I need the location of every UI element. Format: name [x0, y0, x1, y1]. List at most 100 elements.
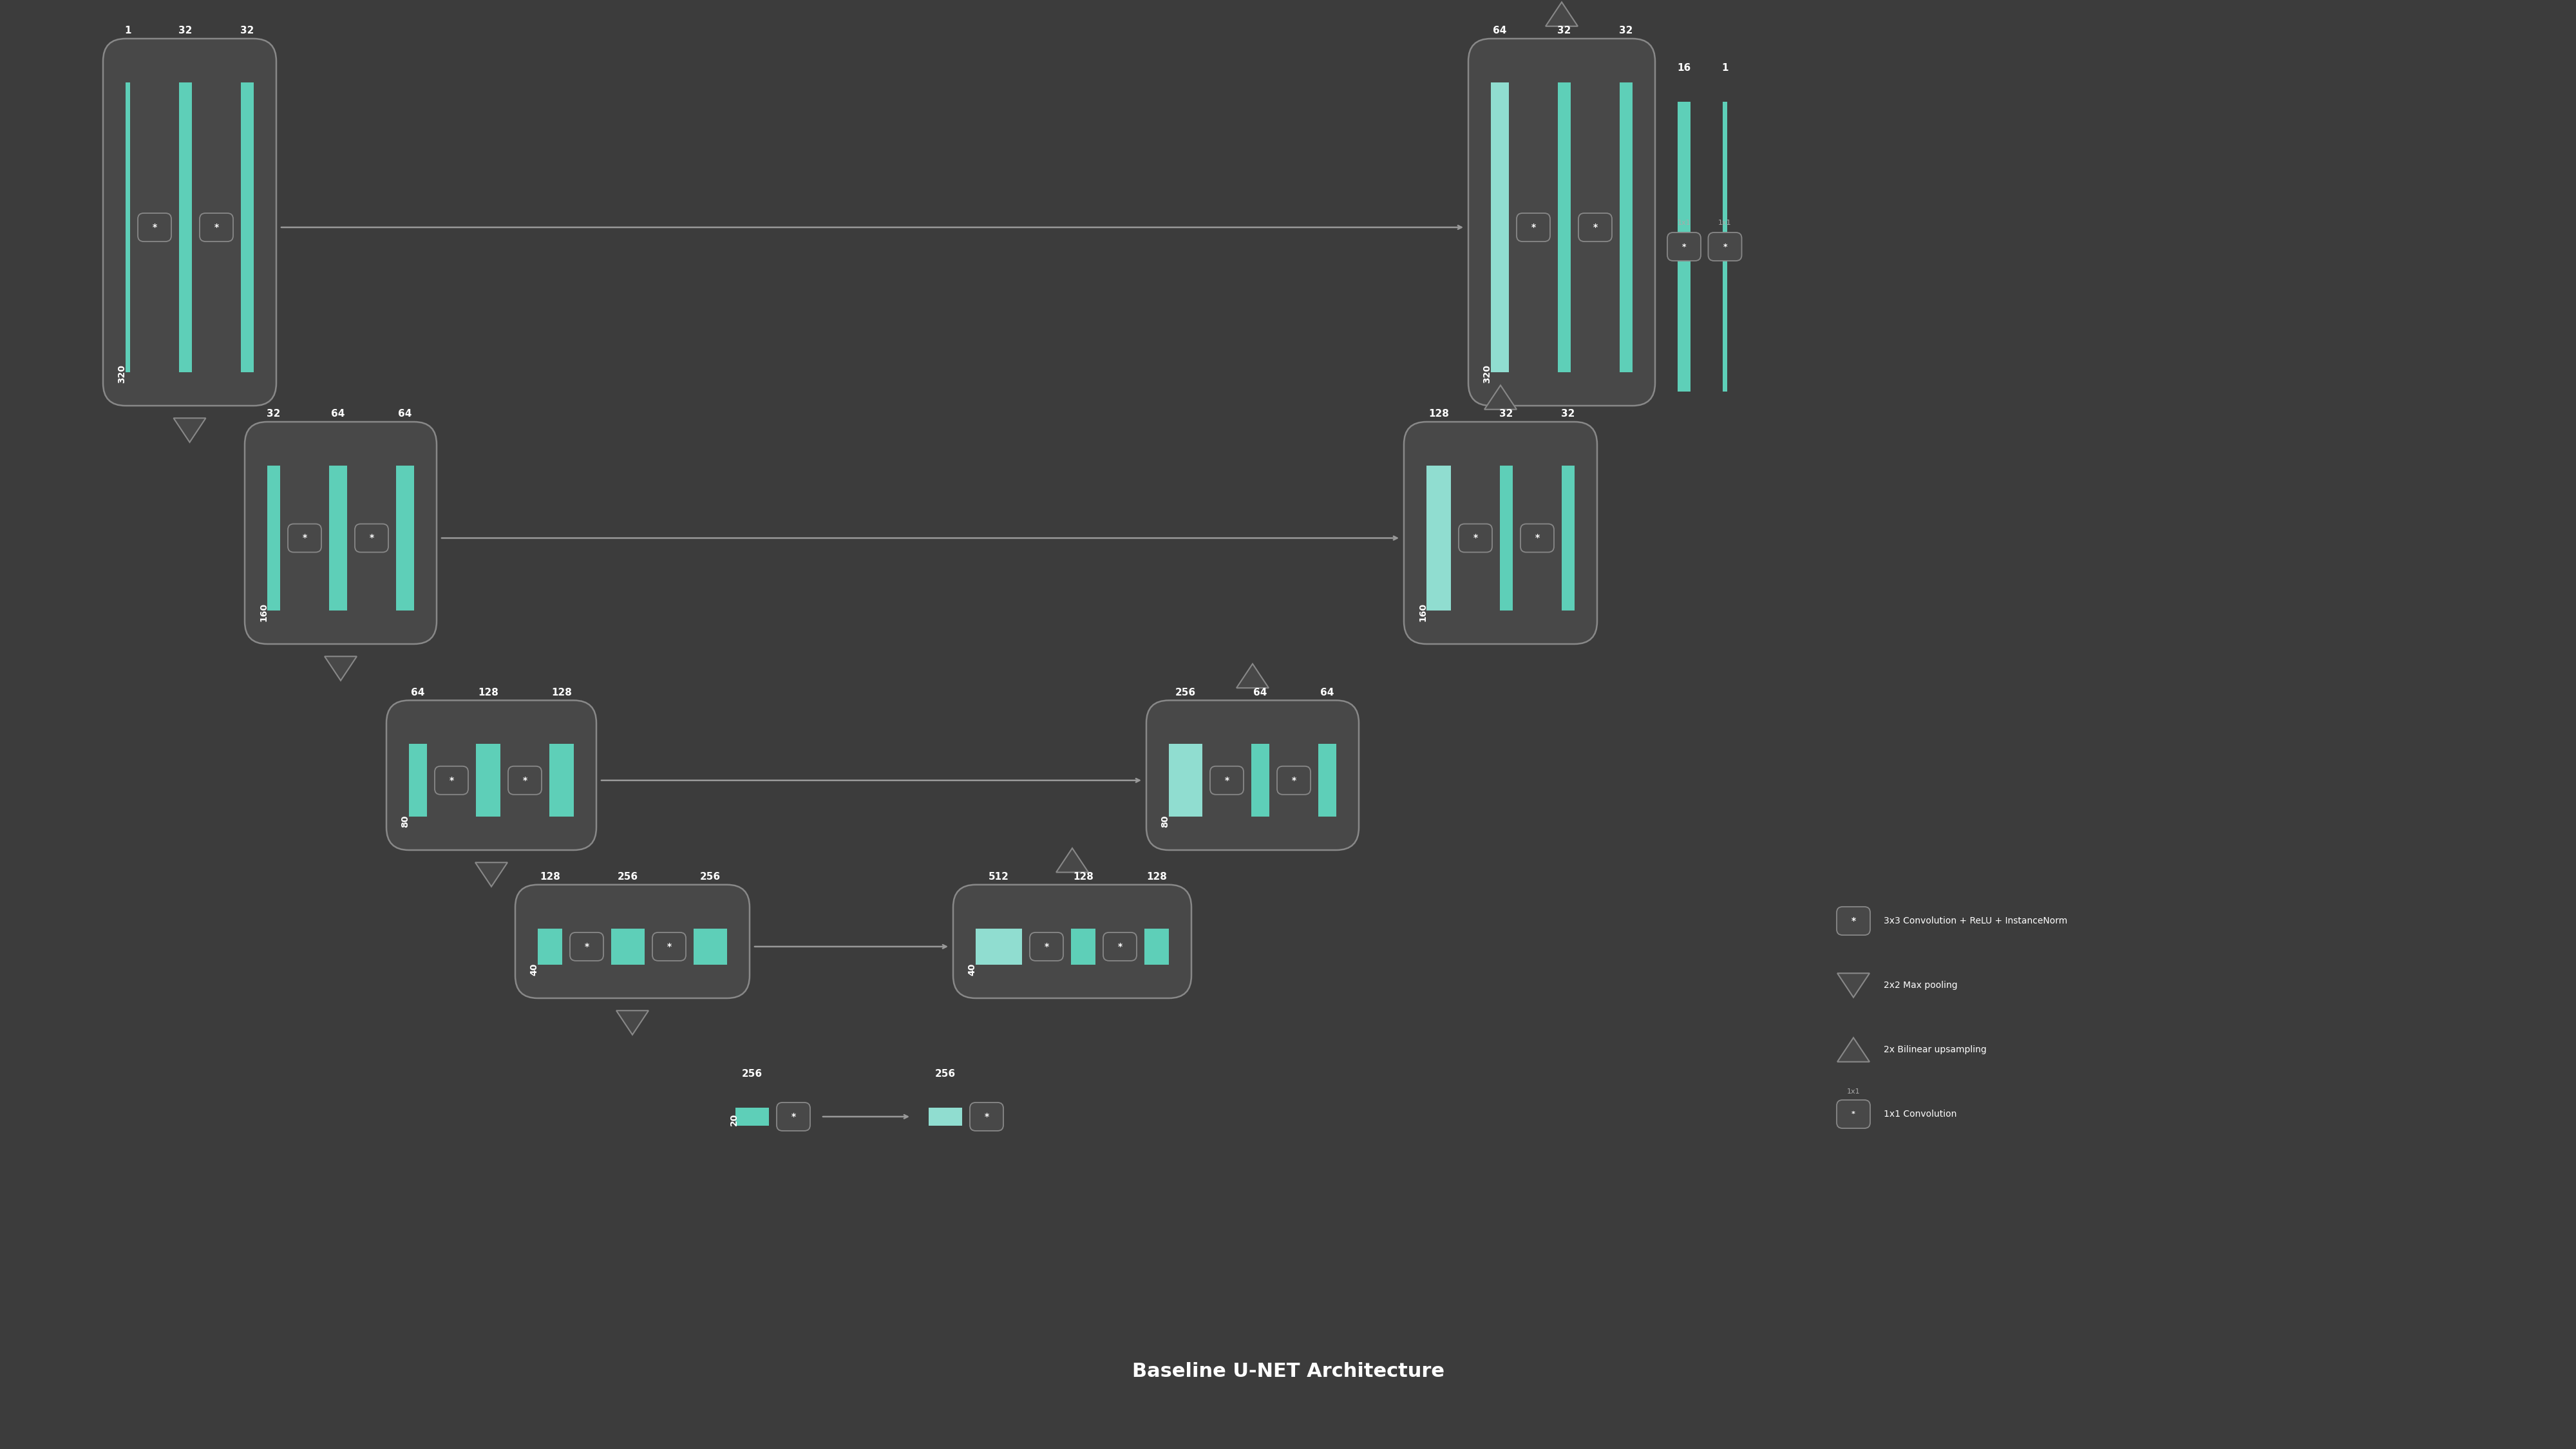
- Bar: [549, 745, 574, 817]
- Text: 128: 128: [551, 687, 572, 697]
- Text: 256: 256: [701, 872, 721, 881]
- FancyBboxPatch shape: [1837, 1100, 1870, 1129]
- FancyBboxPatch shape: [953, 885, 1190, 998]
- Text: 128: 128: [1430, 409, 1448, 419]
- Text: *: *: [1852, 1111, 1855, 1117]
- Polygon shape: [474, 862, 507, 887]
- Bar: [976, 929, 1023, 965]
- Bar: [693, 929, 726, 965]
- Text: 160: 160: [1417, 603, 1427, 622]
- FancyBboxPatch shape: [515, 885, 750, 998]
- Text: 64: 64: [1255, 687, 1267, 697]
- Text: 32: 32: [178, 26, 193, 35]
- Polygon shape: [1546, 1, 1577, 26]
- Bar: [1072, 929, 1095, 965]
- Bar: [126, 83, 129, 372]
- FancyBboxPatch shape: [969, 1103, 1002, 1130]
- Bar: [538, 929, 562, 965]
- Text: 256: 256: [742, 1069, 762, 1078]
- Text: 40: 40: [969, 964, 976, 975]
- FancyBboxPatch shape: [507, 767, 541, 794]
- FancyBboxPatch shape: [245, 422, 438, 643]
- Bar: [1427, 465, 1450, 610]
- Bar: [180, 83, 191, 372]
- Text: 1x1: 1x1: [1677, 220, 1690, 226]
- Text: *: *: [1043, 942, 1048, 951]
- Text: *: *: [585, 942, 590, 951]
- FancyBboxPatch shape: [289, 525, 322, 552]
- Text: 32: 32: [1499, 409, 1512, 419]
- FancyBboxPatch shape: [386, 700, 598, 851]
- Bar: [1170, 745, 1203, 817]
- Polygon shape: [325, 656, 355, 681]
- Bar: [1723, 101, 1728, 391]
- Text: Baseline U-NET Architecture: Baseline U-NET Architecture: [1131, 1362, 1445, 1381]
- FancyBboxPatch shape: [1667, 232, 1700, 261]
- Bar: [737, 1107, 768, 1126]
- Text: 2x Bilinear upsampling: 2x Bilinear upsampling: [1883, 1045, 1986, 1055]
- FancyBboxPatch shape: [652, 933, 685, 961]
- Polygon shape: [1837, 1037, 1870, 1062]
- Polygon shape: [1236, 664, 1267, 688]
- Bar: [1252, 745, 1270, 817]
- Bar: [330, 465, 348, 610]
- Text: 32: 32: [1620, 26, 1633, 35]
- Text: 1: 1: [1721, 64, 1728, 72]
- Text: *: *: [984, 1113, 989, 1122]
- Text: *: *: [1723, 242, 1726, 251]
- Text: 32: 32: [268, 409, 281, 419]
- Text: 128: 128: [1074, 872, 1092, 881]
- Bar: [1620, 83, 1633, 372]
- Polygon shape: [616, 1010, 649, 1035]
- FancyBboxPatch shape: [1579, 213, 1613, 242]
- Text: 1: 1: [124, 26, 131, 35]
- Bar: [242, 83, 252, 372]
- Text: 128: 128: [541, 872, 559, 881]
- Text: 64: 64: [1321, 687, 1334, 697]
- Bar: [1492, 83, 1510, 372]
- Text: 1x1: 1x1: [1847, 1088, 1860, 1095]
- FancyBboxPatch shape: [1517, 213, 1551, 242]
- Text: 256: 256: [618, 872, 639, 881]
- Text: *: *: [1535, 533, 1540, 542]
- FancyBboxPatch shape: [201, 213, 234, 242]
- Text: 32: 32: [240, 26, 255, 35]
- Text: 256: 256: [935, 1069, 956, 1078]
- Text: 64: 64: [412, 687, 425, 697]
- Text: 512: 512: [989, 872, 1010, 881]
- Text: 20: 20: [729, 1113, 739, 1126]
- Text: *: *: [214, 223, 219, 232]
- FancyBboxPatch shape: [103, 39, 276, 406]
- Text: *: *: [791, 1113, 796, 1122]
- Text: *: *: [1118, 942, 1123, 951]
- Text: 320: 320: [118, 365, 126, 383]
- Text: *: *: [1682, 242, 1687, 251]
- FancyBboxPatch shape: [1468, 39, 1656, 406]
- Bar: [410, 745, 428, 817]
- FancyBboxPatch shape: [1103, 933, 1136, 961]
- Polygon shape: [1484, 385, 1517, 410]
- Text: 80: 80: [402, 814, 410, 827]
- Text: 256: 256: [1175, 687, 1195, 697]
- Bar: [1558, 83, 1571, 372]
- Bar: [397, 465, 415, 610]
- FancyBboxPatch shape: [1278, 767, 1311, 794]
- Polygon shape: [173, 419, 206, 442]
- Text: 160: 160: [258, 603, 268, 622]
- Text: 1x1: 1x1: [1718, 220, 1731, 226]
- FancyBboxPatch shape: [355, 525, 389, 552]
- Bar: [1677, 101, 1690, 391]
- Text: 3x3 Convolution + ReLU + InstanceNorm: 3x3 Convolution + ReLU + InstanceNorm: [1883, 916, 2069, 926]
- Text: *: *: [1592, 223, 1597, 232]
- FancyBboxPatch shape: [1211, 767, 1244, 794]
- Polygon shape: [1837, 974, 1870, 997]
- Bar: [477, 745, 500, 817]
- Text: 32: 32: [1558, 26, 1571, 35]
- FancyBboxPatch shape: [1404, 422, 1597, 643]
- Text: *: *: [523, 775, 528, 785]
- Bar: [1499, 465, 1512, 610]
- Bar: [1561, 465, 1574, 610]
- FancyBboxPatch shape: [139, 213, 173, 242]
- Text: *: *: [1852, 916, 1855, 926]
- Text: 64: 64: [1494, 26, 1507, 35]
